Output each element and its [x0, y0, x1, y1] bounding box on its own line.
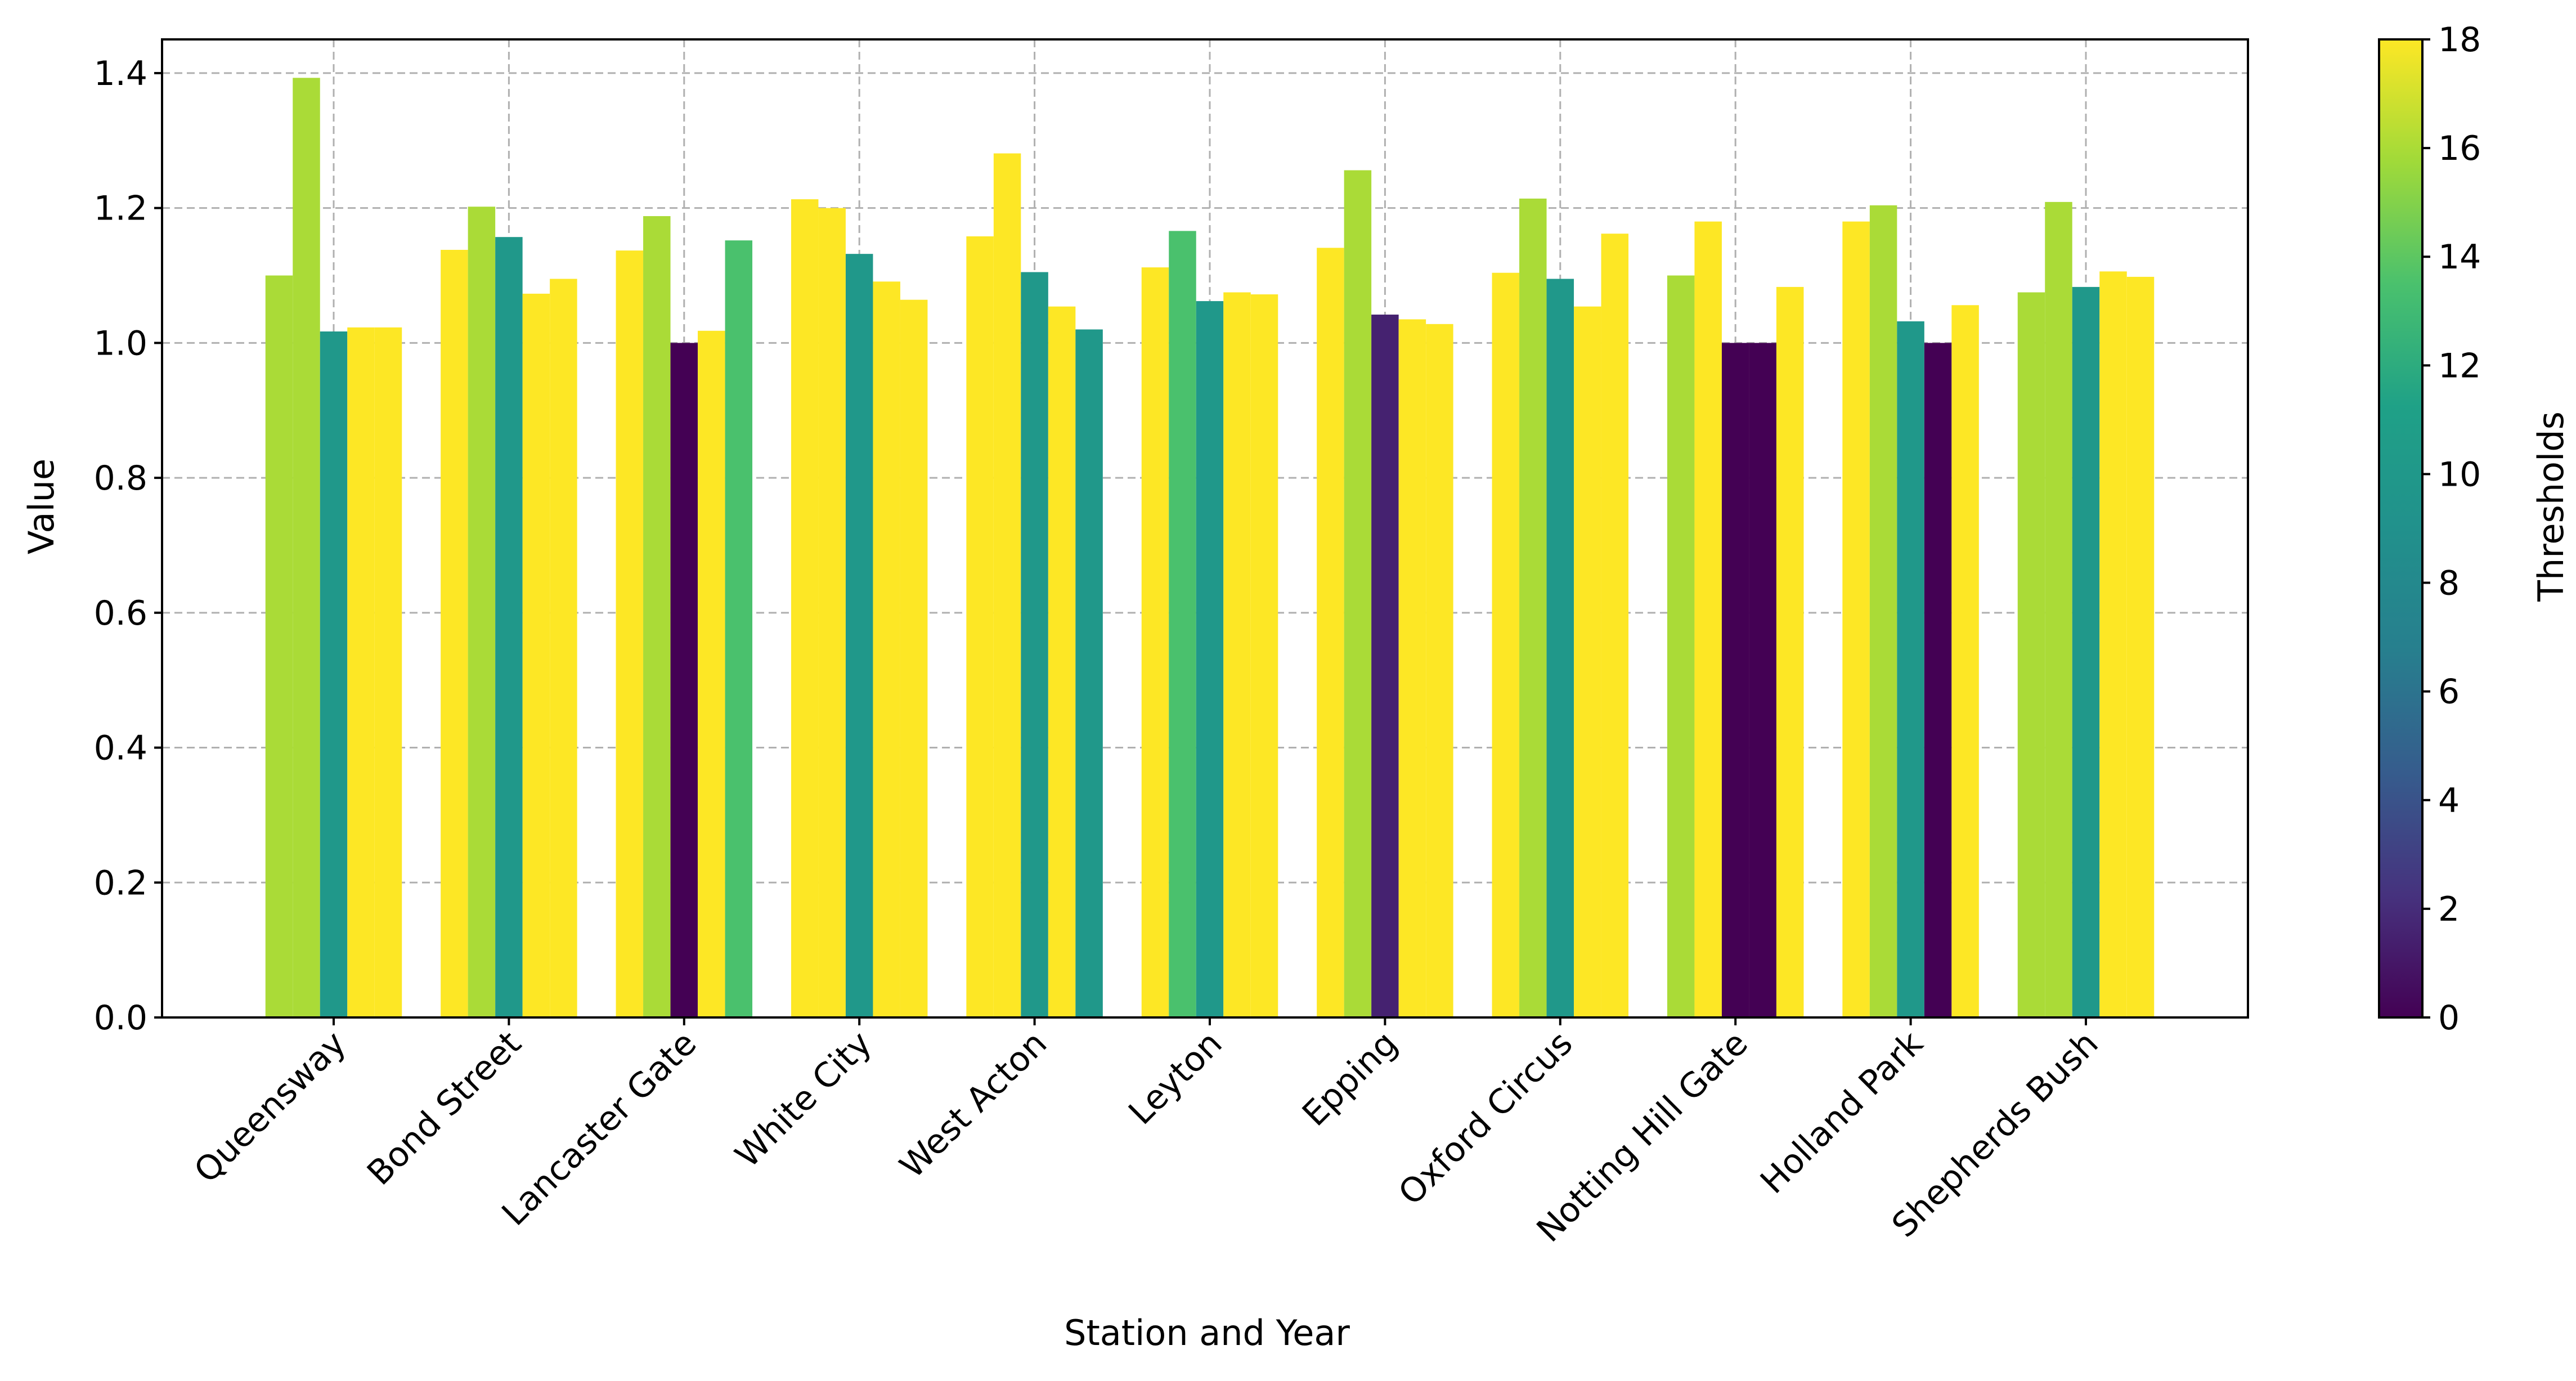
colorbar-gradient: [2379, 39, 2422, 1017]
bar: [347, 327, 375, 1017]
bar: [320, 331, 348, 1018]
bar: [1371, 315, 1399, 1017]
bar: [1869, 205, 1897, 1017]
bar: [2017, 292, 2045, 1017]
bar: [1196, 301, 1224, 1017]
colorbar-tick-label: 10: [2438, 455, 2481, 494]
colorbar-tick-label: 2: [2438, 890, 2460, 929]
bar: [1721, 343, 1749, 1017]
bar: [900, 299, 928, 1017]
bar: [2072, 286, 2100, 1017]
x-axis-label: Station and Year: [1064, 1312, 1350, 1353]
colorbar-tick-label: 4: [2438, 781, 2460, 820]
bar: [1021, 272, 1048, 1017]
bar: [468, 207, 496, 1017]
x-tick-label: Queensway: [187, 1024, 354, 1191]
y-tick-label: 0.2: [94, 863, 147, 903]
colorbar-tick-label: 16: [2438, 129, 2481, 168]
bar: [374, 327, 402, 1017]
bar: [1924, 343, 1952, 1017]
colorbar-frame: [2378, 38, 2424, 1019]
bar: [293, 78, 320, 1017]
bar: [993, 153, 1021, 1017]
bar: [495, 237, 523, 1018]
y-tick-label: 0.6: [94, 594, 147, 633]
y-tick-label: 1.0: [94, 324, 147, 363]
bars-layer: [265, 78, 2155, 1018]
bar: [1842, 221, 1870, 1018]
colorbar-tick-label: 12: [2438, 346, 2481, 385]
x-tick-label: Oxford Circus: [1391, 1024, 1580, 1213]
bar: [441, 249, 468, 1017]
bar: [1694, 221, 1722, 1018]
bar: [1574, 306, 1601, 1017]
y-axis-label: Value: [21, 459, 62, 554]
bar: [1344, 170, 1372, 1017]
bar: [522, 293, 550, 1017]
bar: [1075, 329, 1103, 1017]
bar: [1048, 306, 1076, 1017]
y-tick-label: 0.0: [94, 998, 147, 1038]
x-tick-label: Holland Park: [1753, 1024, 1931, 1201]
bar: [1897, 321, 1924, 1017]
bar: [1667, 275, 1695, 1018]
bar: [1250, 294, 1278, 1017]
bar: [616, 250, 644, 1018]
bar: [873, 281, 900, 1018]
bar: [725, 240, 753, 1017]
bar: [1426, 324, 1453, 1018]
bar: [2045, 201, 2072, 1018]
bar: [818, 208, 846, 1018]
bar: [1749, 343, 1776, 1017]
x-tick-label: Lancaster Gate: [495, 1024, 704, 1234]
x-tick-label: Leyton: [1121, 1024, 1230, 1132]
bar: [791, 199, 819, 1017]
bar: [2126, 276, 2155, 1017]
bar: [966, 236, 994, 1017]
bar: [1141, 267, 1169, 1017]
colorbar-tick-label: 6: [2438, 672, 2460, 712]
bar: [1519, 198, 1547, 1017]
bar: [1169, 231, 1196, 1018]
bar: [2099, 271, 2127, 1017]
y-tick-label: 1.4: [94, 54, 147, 93]
x-tick-label: Bond Street: [360, 1024, 529, 1193]
colorbar-tick-label: 18: [2438, 20, 2481, 60]
x-tick-label: West Acton: [892, 1024, 1054, 1186]
x-tick-label: Epping: [1295, 1024, 1405, 1134]
colorbar-tick-label: 8: [2438, 564, 2460, 603]
bar: [1223, 292, 1251, 1017]
bar: [550, 279, 577, 1017]
bar: [1951, 305, 1979, 1017]
bar: [845, 254, 873, 1017]
plot-frame: [161, 38, 2249, 1019]
y-tick-label: 0.8: [94, 459, 147, 498]
bar: [670, 343, 698, 1017]
bar: [1398, 319, 1426, 1017]
y-tick-label: 0.4: [94, 729, 147, 768]
colorbar-tick-label: 14: [2438, 237, 2481, 277]
bar: [1546, 279, 1574, 1017]
bar: [1776, 286, 1804, 1017]
colorbar-label: Thresholds: [2530, 411, 2571, 602]
bar: [1317, 248, 1344, 1017]
bar: [265, 275, 293, 1018]
bar: [1492, 272, 1520, 1017]
y-tick-label: 1.2: [94, 189, 147, 228]
bar: [643, 216, 671, 1018]
bar: [1601, 234, 1629, 1017]
x-tick-label: White City: [728, 1024, 879, 1176]
colorbar-layer: 0 2 4 6 8 10 12 14 16 18: [2378, 20, 2481, 1038]
colorbar-tick-label: 0: [2438, 998, 2460, 1038]
bar: [698, 330, 725, 1017]
